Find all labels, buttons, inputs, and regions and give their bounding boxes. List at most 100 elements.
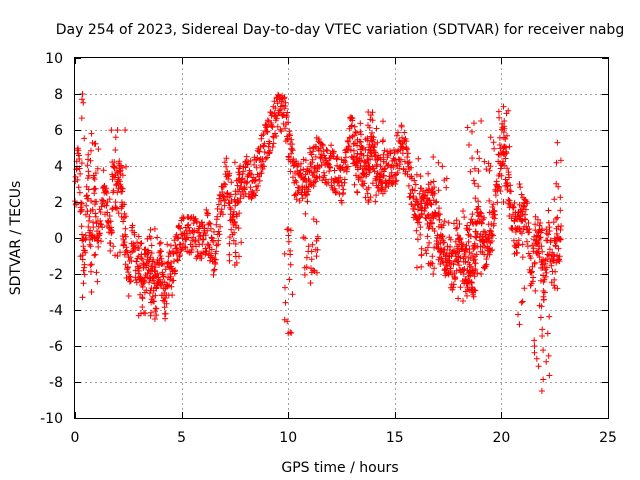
data-point xyxy=(310,144,317,151)
data-point xyxy=(146,233,153,240)
plot-frame xyxy=(74,57,609,419)
data-point xyxy=(395,129,401,136)
data-point xyxy=(373,192,380,199)
data-point xyxy=(318,151,325,158)
data-point xyxy=(163,300,170,307)
data-point xyxy=(413,227,420,234)
data-point xyxy=(456,221,463,227)
data-point xyxy=(364,152,371,159)
data-point xyxy=(407,190,414,197)
data-point xyxy=(465,231,472,238)
data-point xyxy=(534,216,541,223)
data-point xyxy=(213,248,220,255)
data-point xyxy=(413,171,420,178)
data-point xyxy=(545,219,552,226)
data-point xyxy=(385,183,392,190)
data-point xyxy=(358,131,364,138)
data-point xyxy=(479,249,486,256)
data-point xyxy=(91,176,98,183)
data-point xyxy=(399,150,406,157)
data-point xyxy=(321,172,328,179)
data-point xyxy=(506,197,513,204)
data-point xyxy=(195,229,202,236)
data-point xyxy=(540,376,547,383)
data-point xyxy=(437,231,444,238)
data-point xyxy=(364,137,371,144)
data-point xyxy=(147,287,154,294)
data-point xyxy=(281,316,288,323)
data-point xyxy=(185,221,192,228)
data-point xyxy=(344,163,351,170)
data-point xyxy=(380,118,386,125)
y-tick-label: 8 xyxy=(54,87,63,103)
data-point xyxy=(271,98,278,105)
data-point xyxy=(540,293,547,300)
data-point xyxy=(535,248,542,255)
data-point xyxy=(107,247,114,254)
data-point xyxy=(447,236,454,243)
data-point xyxy=(238,176,245,183)
data-point xyxy=(103,185,110,192)
data-point xyxy=(156,249,163,256)
data-point xyxy=(284,109,291,116)
data-point xyxy=(441,177,448,184)
data-point xyxy=(250,191,257,198)
data-point xyxy=(92,198,98,205)
data-point xyxy=(429,220,435,227)
data-point xyxy=(280,111,287,118)
data-point xyxy=(491,145,498,152)
data-point xyxy=(546,372,553,379)
data-point xyxy=(193,243,199,250)
data-point xyxy=(546,252,553,259)
data-point xyxy=(172,267,179,274)
data-point xyxy=(92,251,99,258)
data-point xyxy=(236,165,243,172)
data-points xyxy=(72,91,565,394)
data-point xyxy=(87,262,94,269)
data-point xyxy=(367,166,374,173)
data-point xyxy=(472,195,479,202)
data-point xyxy=(204,241,211,248)
data-point xyxy=(171,258,177,265)
data-point xyxy=(365,122,371,129)
data-point xyxy=(282,99,289,106)
data-point xyxy=(351,123,358,130)
data-point xyxy=(185,224,192,231)
data-point xyxy=(236,171,243,178)
data-point xyxy=(388,169,395,176)
data-point xyxy=(543,358,550,365)
data-point xyxy=(399,141,406,148)
data-point xyxy=(545,352,552,359)
data-point xyxy=(286,154,292,161)
data-point xyxy=(550,219,557,226)
data-point xyxy=(222,181,229,188)
data-point xyxy=(397,161,403,168)
data-point xyxy=(221,202,228,209)
data-point xyxy=(365,157,372,163)
y-axis-title: SDTVAR / TECUs xyxy=(8,181,24,296)
data-point xyxy=(174,235,181,242)
data-point xyxy=(234,199,241,206)
data-point xyxy=(256,173,262,180)
data-point xyxy=(108,229,115,236)
data-point xyxy=(254,187,260,194)
data-point xyxy=(461,266,468,272)
data-point xyxy=(519,298,526,305)
data-point xyxy=(231,208,237,215)
data-point xyxy=(269,144,276,150)
data-point xyxy=(262,155,269,162)
data-point xyxy=(110,243,117,250)
data-point xyxy=(538,388,545,394)
data-point xyxy=(362,194,369,201)
data-point xyxy=(231,159,238,166)
data-point xyxy=(387,150,394,157)
data-point xyxy=(300,234,307,241)
data-point xyxy=(126,273,133,280)
data-point xyxy=(152,271,159,278)
data-point xyxy=(284,135,291,142)
data-point xyxy=(377,163,384,170)
data-point xyxy=(543,264,550,271)
data-point xyxy=(354,189,361,196)
data-point xyxy=(260,158,266,165)
data-point xyxy=(539,326,546,333)
